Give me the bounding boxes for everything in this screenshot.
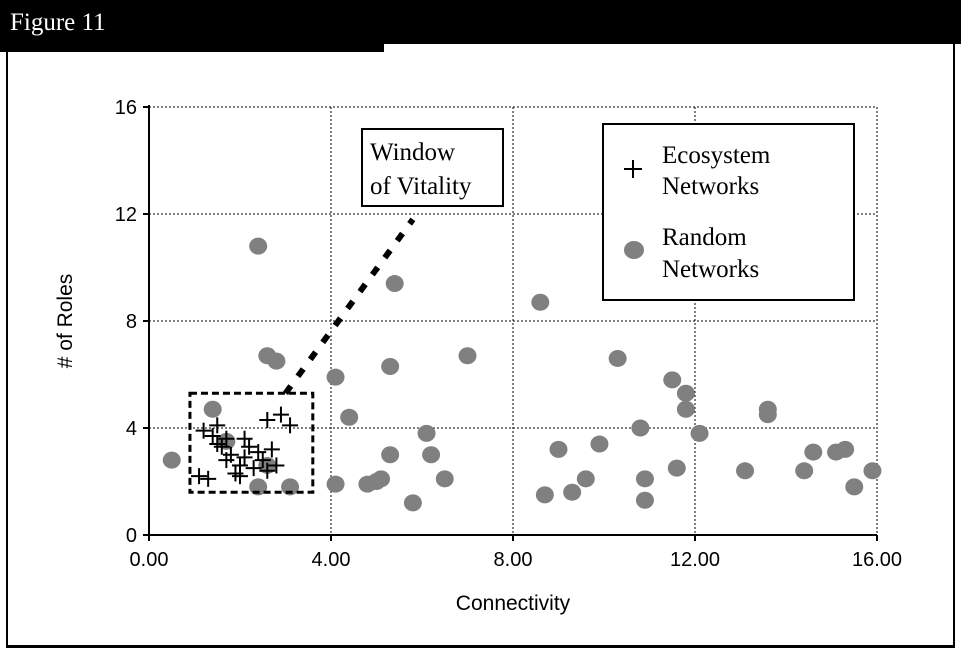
random-network-point [690,424,709,442]
random-network-point [531,293,550,311]
random-network-point [372,470,391,488]
ecosystem-network-point [268,457,285,474]
ecosystem-network-point [259,462,276,479]
ecosystem-network-point [200,470,217,487]
y-tick-label: 4 [126,418,137,440]
legend-box [602,123,855,301]
y-tick-label: 0 [126,525,137,547]
ecosystem-network-point [254,452,271,469]
y-tick-label: 16 [115,97,137,119]
random-network-point [676,384,695,402]
random-network-point [535,486,554,504]
tick-labels: 0.00 4.00 8.00 12.00 16.00 0 4 8 12 16 [115,97,902,571]
y-axis-label: # of Roles [54,274,77,369]
figure-title: Figure 11 [10,9,106,36]
x-tick-label: 16.00 [852,549,902,571]
ecosystem-network-point [259,411,276,428]
random-network-point [340,408,359,426]
window-label-line: Window [370,139,455,166]
legend-label-random: Random [662,224,747,251]
random-network-point [795,462,814,480]
random-network-point [435,470,454,488]
random-network-point [576,470,595,488]
x-tick-label: 4.00 [312,549,351,571]
random-network-point [758,406,777,424]
random-network-point [635,491,654,509]
x-tick-label: 0.00 [130,549,169,571]
random-network-point [804,443,823,461]
y-tick-label: 12 [115,204,137,226]
ecosystem-network-point [209,436,226,453]
figure-frame [6,44,955,648]
window-pointer-line [283,217,416,395]
random-network-point [736,462,755,480]
random-network-point [608,349,627,367]
random-network-point [845,478,864,496]
legend-label-ecosystem: Ecosystem [662,142,771,169]
ecosystem-network-point [245,460,262,477]
legend: Ecosystem Networks Random Networks [602,123,855,301]
ecosystem-network-point [195,422,212,439]
legend-circle [624,241,644,259]
ecosystem-network-point [241,438,258,455]
random-network-point [326,368,345,386]
ecosystem-network-point [272,406,289,423]
random-network-point [203,400,222,418]
window-label-line: of Vitality [370,173,472,200]
random-network-point [162,451,181,469]
ecosystem-network-point [218,452,235,469]
y-tick-label: 8 [126,311,137,333]
random-network-point [267,352,286,370]
legend-label-random: Networks [662,256,759,283]
data-points [162,237,882,512]
x-axis-label: Connectivity [456,592,571,615]
random-network-point [326,475,345,493]
figure-header-tab [0,0,384,52]
legend-circle-marker [624,241,644,259]
random-network-point [676,400,695,418]
ecosystem-network-point [263,441,280,458]
window-label-box [361,128,504,207]
x-tick-label: 8.00 [494,549,533,571]
axes-layer [143,105,878,541]
random-network-point [549,440,568,458]
random-network-point [631,419,650,437]
random-network-point [458,347,477,365]
random-network-point [635,470,654,488]
random-network-point [281,478,300,496]
random-network-point [385,275,404,293]
random-network-point [422,446,441,464]
random-network-point [563,483,582,501]
ecosystem-network-point [236,430,253,447]
ecosystem-network-point [209,417,226,434]
random-network-point [381,357,400,375]
ecosystem-network-point [218,430,235,447]
random-network-point [403,494,422,512]
window-of-vitality-box [188,391,315,494]
ecosystem-network-point [227,465,244,482]
x-tick-label: 12.00 [670,549,720,571]
legend-plus-marker [624,160,642,178]
random-network-point [590,435,609,453]
random-network-point [663,371,682,389]
ecosystem-network-point [191,468,208,485]
legend-label-ecosystem: Networks [662,173,759,200]
ecosystem-network-point [236,449,253,466]
ecosystem-network-point [282,417,299,434]
ecosystem-network-point [204,428,221,445]
random-network-point [667,459,686,477]
random-network-point [381,446,400,464]
ecosystem-network-point [250,444,267,461]
random-network-point [836,440,855,458]
window-of-vitality-label: Window of Vitality [361,128,504,207]
ecosystem-network-point [232,468,248,485]
random-network-point [249,237,268,255]
random-network-point [863,462,882,480]
annotations [188,217,416,494]
random-network-point [417,424,436,442]
